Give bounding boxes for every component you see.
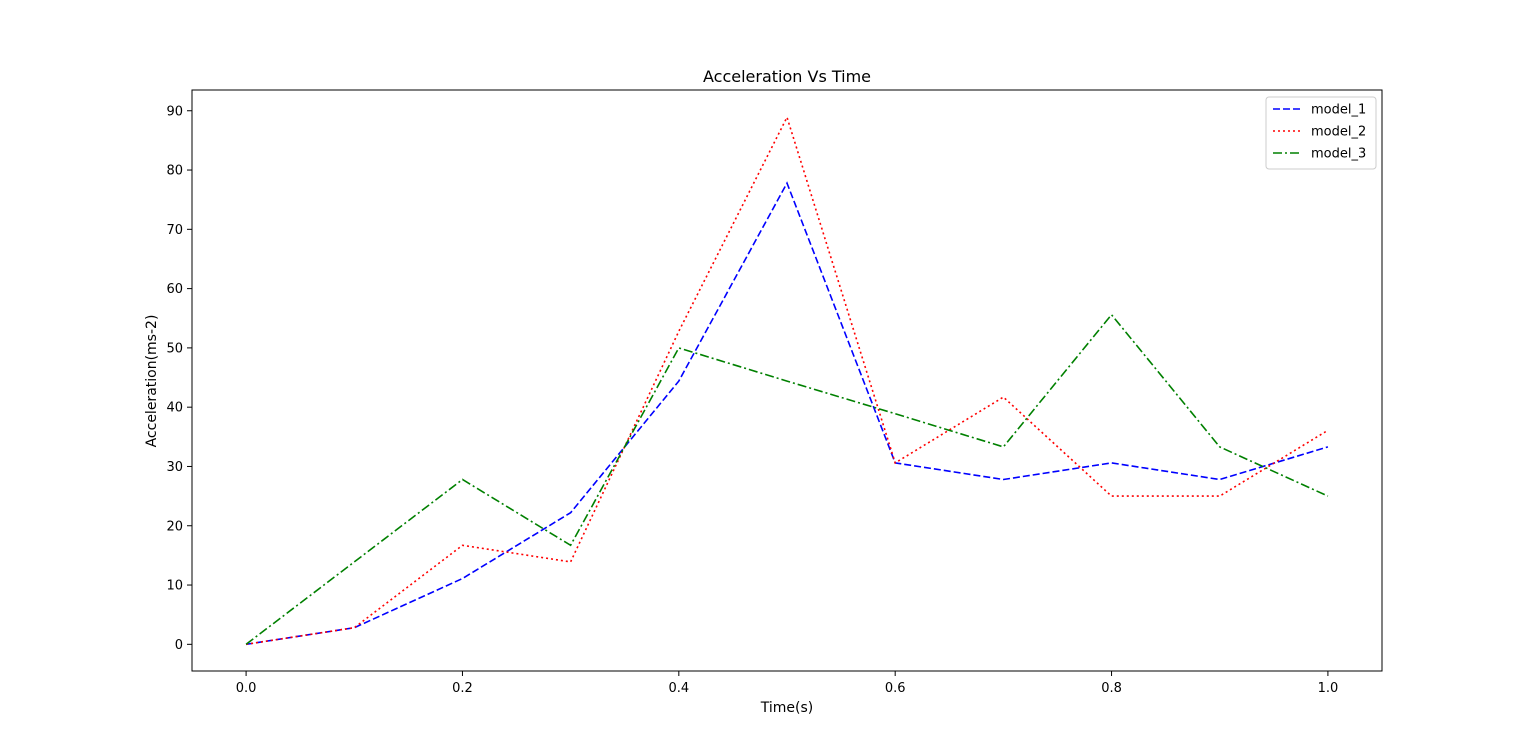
series-line-model-2	[245, 115, 1329, 646]
legend: model_1 model_2 model_3	[1265, 96, 1377, 170]
plot-frame	[191, 89, 1383, 672]
x-axis: 0.0 0.2 0.4 0.6 0.8 1.0	[236, 671, 1339, 696]
series-lines	[245, 115, 1329, 646]
x-tick-label: 0.4	[668, 681, 689, 696]
y-axis-title: Acceleration(ms-2)	[144, 315, 160, 448]
series-line-model-1	[245, 181, 1329, 646]
x-tick-label: 0.2	[452, 681, 473, 696]
x-tick-label: 0.0	[236, 681, 257, 696]
legend-label: model_2	[1311, 125, 1366, 140]
legend-box	[1265, 96, 1377, 170]
y-tick-label: 90	[166, 104, 183, 119]
series-line-model-3	[245, 313, 1329, 645]
y-tick-label: 20	[166, 519, 183, 534]
x-tick-label: 0.6	[885, 681, 906, 696]
chart-title: Acceleration Vs Time	[703, 67, 871, 86]
x-tick-label: 1.0	[1318, 681, 1339, 696]
x-axis-title: Time(s)	[760, 700, 813, 716]
y-tick-label: 70	[166, 223, 183, 238]
y-tick-label: 30	[166, 460, 183, 475]
plot-area	[191, 89, 1383, 672]
y-tick-label: 80	[166, 164, 183, 179]
y-tick-label: 10	[166, 579, 183, 594]
y-tick-label: 50	[166, 341, 183, 356]
y-tick-label: 60	[166, 282, 183, 297]
y-axis: 0 10 20 30 40 50 60 70 80 90	[166, 104, 192, 653]
x-tick-label: 0.8	[1101, 681, 1122, 696]
legend-label: model_1	[1311, 103, 1366, 118]
y-tick-label: 40	[166, 401, 183, 416]
legend-label: model_3	[1311, 147, 1366, 162]
y-tick-label: 0	[175, 638, 183, 653]
